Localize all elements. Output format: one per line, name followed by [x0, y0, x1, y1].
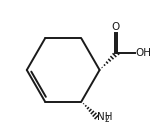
Text: OH: OH [136, 48, 152, 58]
Text: 2: 2 [105, 115, 110, 124]
Text: NH: NH [97, 112, 113, 122]
Text: O: O [112, 22, 120, 32]
